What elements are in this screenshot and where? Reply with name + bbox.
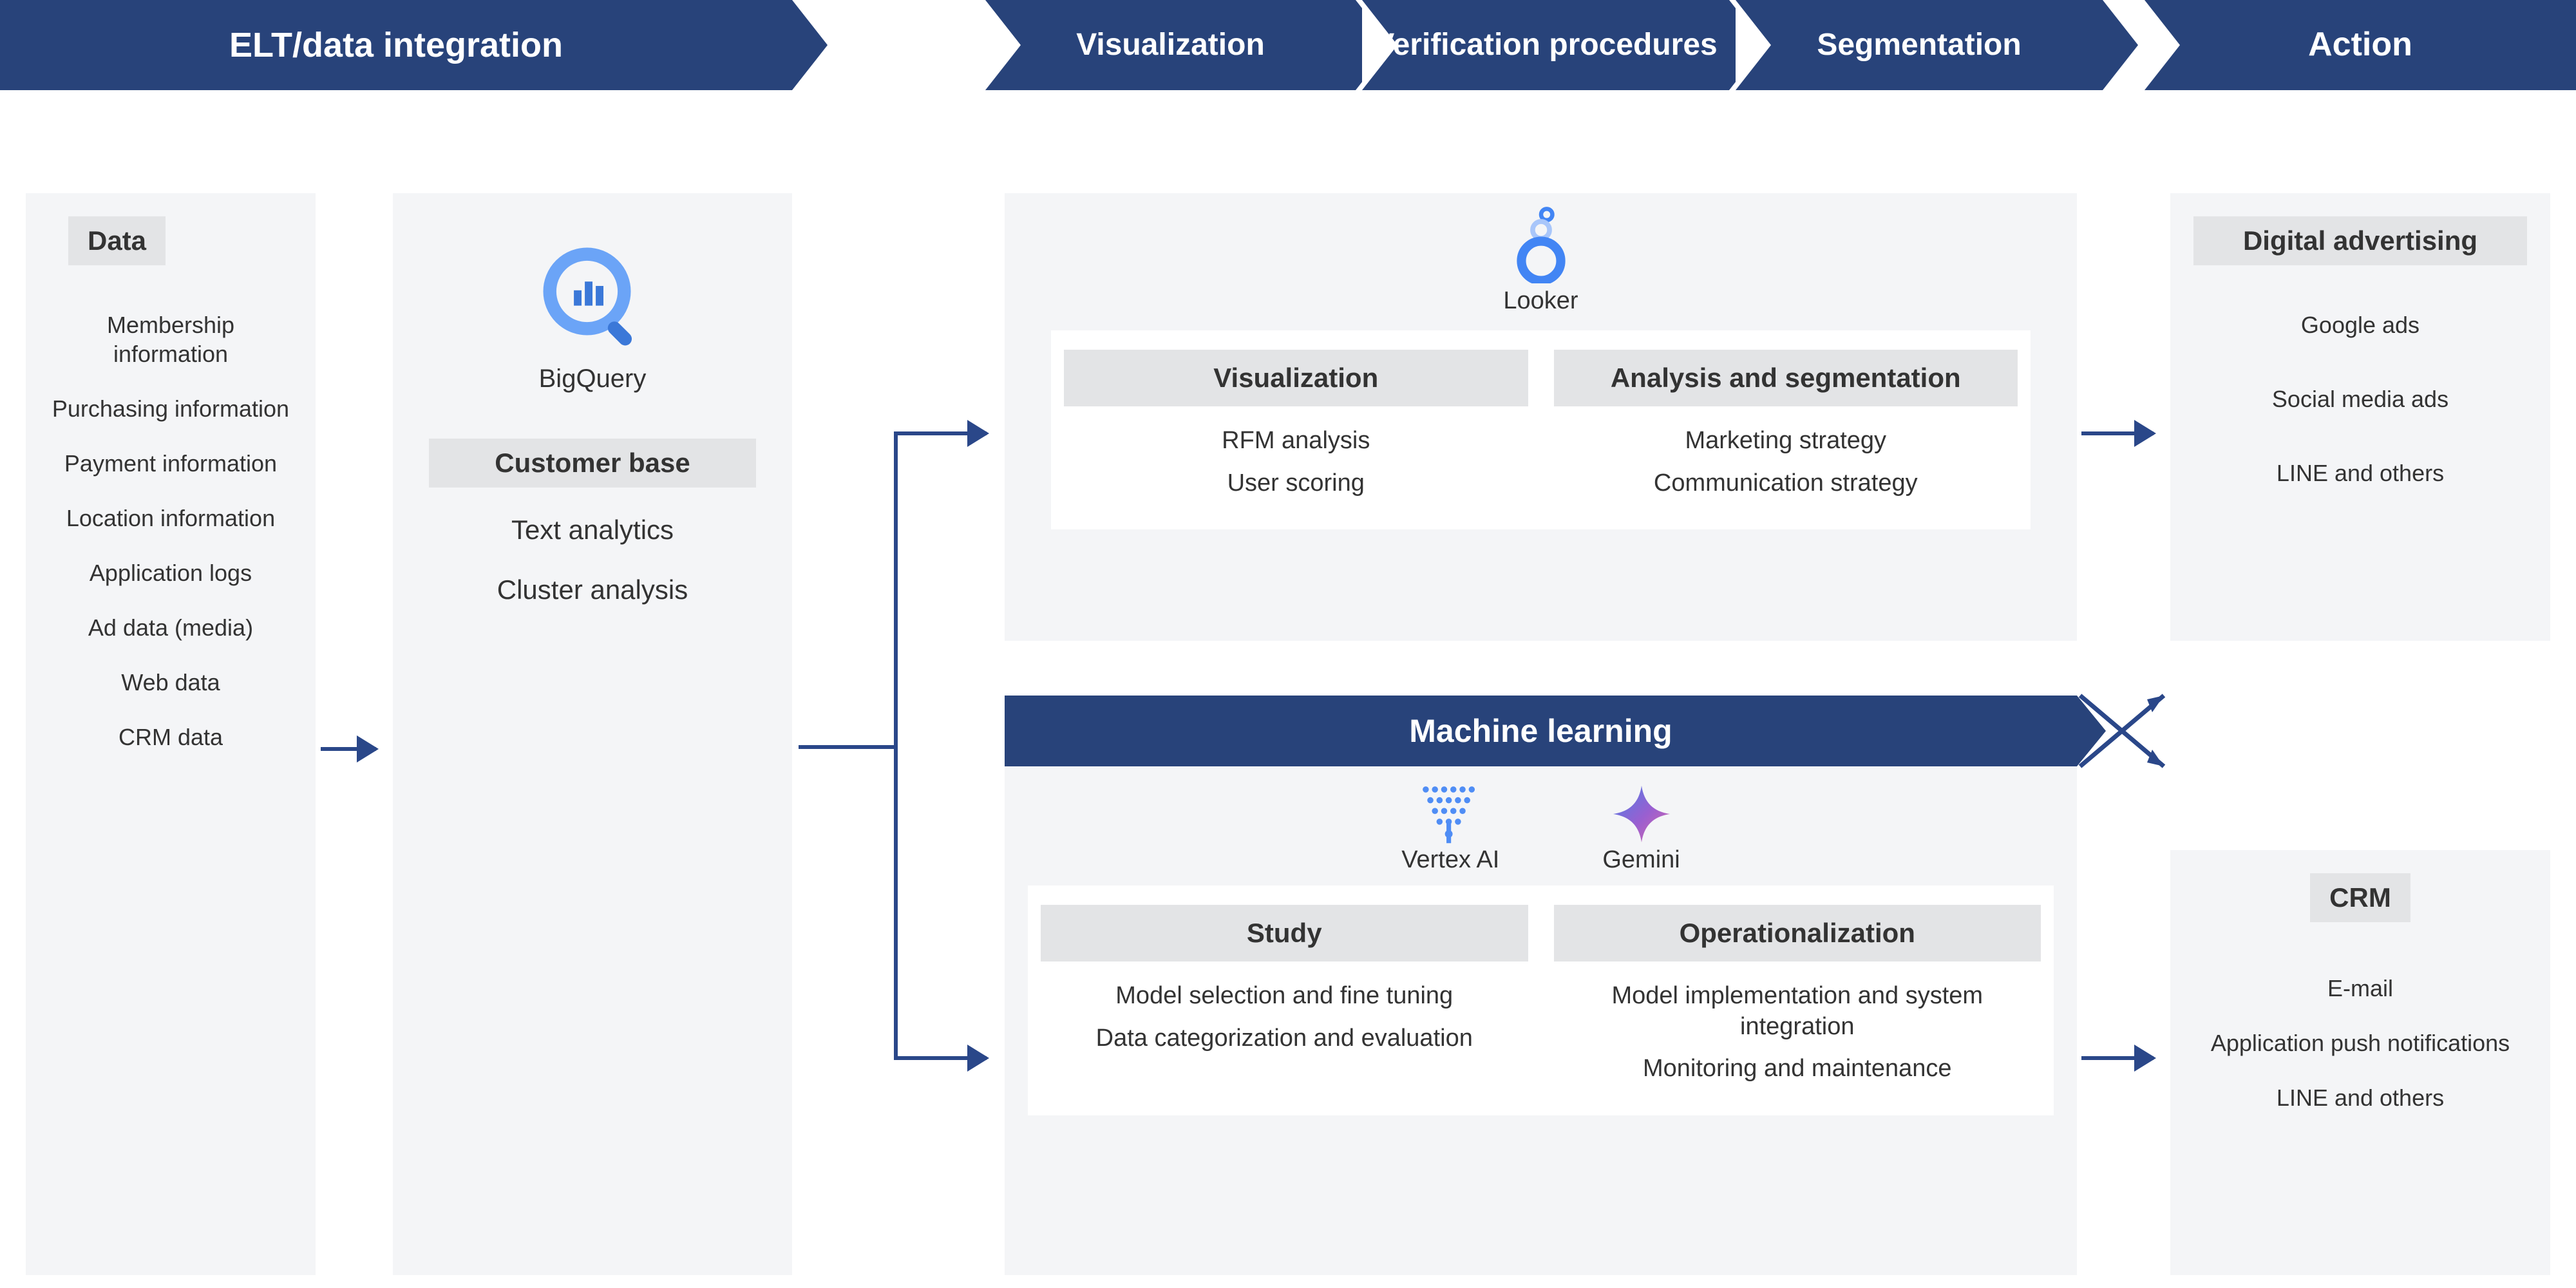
list-item: Web data [49,668,292,697]
step-action: Action [2145,0,2576,90]
flow-connector [894,431,898,1060]
list-item: Monitoring and maintenance [1554,1054,2041,1084]
list-item: Membership information [49,310,292,368]
customer-panel: BigQuery Customer base Text analytics Cl… [393,193,792,1275]
list-item: Model implementation and system integrat… [1554,981,2041,1042]
list-item: CRM data [49,723,292,752]
list-item: Marketing strategy [1554,426,2018,457]
list-item: Social media ads [2193,384,2527,413]
vertex-ai-label: Vertex AI [1401,846,1499,874]
list-item: Text analytics [416,513,769,547]
list-item: Google ads [2193,310,2527,339]
list-item: Payment information [49,449,292,478]
list-item: Application push notifications [2193,1028,2527,1057]
crm-panel: CRM E-mail Application push notification… [2170,850,2550,1275]
data-title: Data [68,216,166,265]
customer-title: Customer base [429,439,756,488]
data-items: Membership information Purchasing inform… [49,310,292,752]
list-item: Location information [49,504,292,533]
list-item: LINE and others [2193,459,2527,488]
analysis-title: Analysis and segmentation [1554,350,2018,406]
ml-banner: Machine learning [1005,696,2077,766]
flow-arrow-icon [896,1056,987,1060]
list-item: Data categorization and evaluation [1041,1023,1528,1054]
bigquery-icon [416,242,769,352]
list-item: LINE and others [2193,1083,2527,1112]
flow-arrow-icon [896,431,987,435]
flow-arrow-icon [321,747,376,751]
list-item: Purchasing information [49,394,292,423]
looker-label: Looker [1028,287,2054,315]
bigquery-label: BigQuery [416,365,769,393]
list-item: Ad data (media) [49,613,292,642]
advertising-panel: Digital advertising Google ads Social me… [2170,193,2550,641]
step-segmentation: Segmentation [1736,0,2103,90]
step-elt: ELT/data integration [0,0,792,90]
gemini-icon [1602,782,1680,846]
list-item: Model selection and fine tuning [1041,981,1528,1012]
step-verification: Verification procedures [1362,0,1729,90]
list-item: User scoring [1064,468,1528,499]
crm-title: CRM [2310,873,2410,922]
ml-content: Study Model selection and fine tuning Da… [1028,886,2054,1115]
flow-connector [799,745,896,749]
list-item: RFM analysis [1064,426,1528,457]
list-item: Communication strategy [1554,468,2018,499]
ops-title: Operationalization [1554,905,2041,961]
study-title: Study [1041,905,1528,961]
looker-content: Visualization RFM analysis User scoring … [1051,330,2031,529]
gemini-label: Gemini [1602,846,1680,874]
flow-arrow-icon [2081,431,2154,435]
viz-title: Visualization [1064,350,1528,406]
looker-icon [1028,206,2054,283]
adv-title: Digital advertising [2193,216,2527,265]
data-panel: Data Membership information Purchasing i… [26,193,316,1275]
looker-panel: Looker Visualization RFM analysis User s… [1005,193,2077,641]
list-item: Cluster analysis [416,573,769,607]
list-item: Application logs [49,558,292,587]
step-visualization: Visualization [985,0,1356,90]
flow-arrow-icon [2081,1056,2154,1060]
vertex-ai-icon [1401,782,1499,846]
ml-panel: Machine learning Vertex AI [1005,696,2077,1275]
list-item: E-mail [2193,974,2527,1003]
process-header: ELT/data integration Visualization Verif… [0,0,2576,90]
